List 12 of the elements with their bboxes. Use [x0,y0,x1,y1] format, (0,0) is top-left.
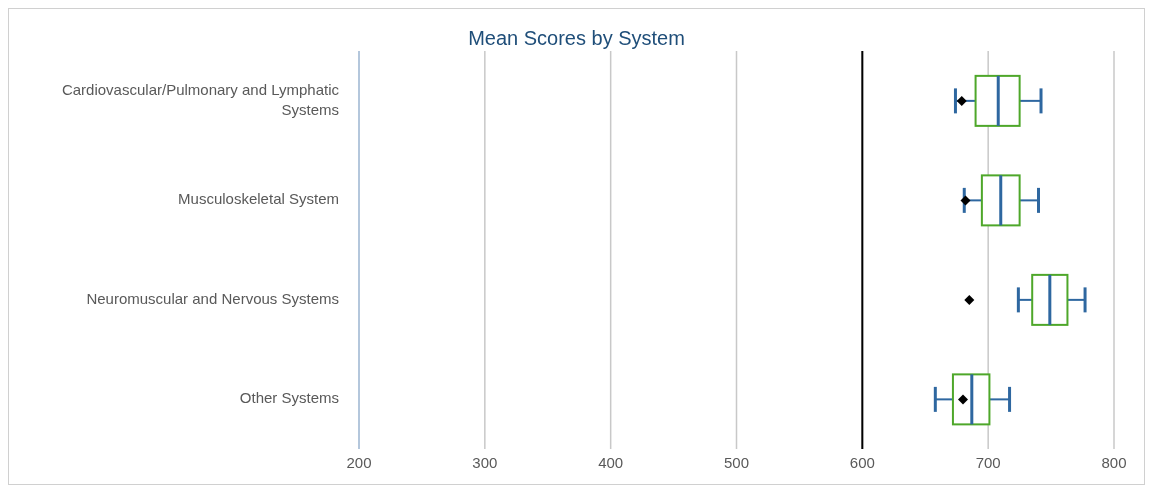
x-tick-label: 600 [849,453,875,471]
y-tick-label: Musculoskeletal System [178,190,339,208]
chart-title: Mean Scores by System [467,27,686,50]
x-tick-label: 400 [598,453,624,471]
x-tick-label: 700 [975,453,1001,471]
x-tick-label: 200 [346,453,372,471]
x-tick-label: 500 [723,453,750,471]
x-tick-label: 800 [1101,453,1127,471]
y-tick-label: Cardiovascular/Pulmonary and Lymphatic Systems [61,80,340,118]
y-tick-label: Neuromuscular and Nervous Systems [86,289,339,307]
y-tick-label: Other Systems [239,389,339,407]
x-tick-label: 300 [472,453,498,471]
